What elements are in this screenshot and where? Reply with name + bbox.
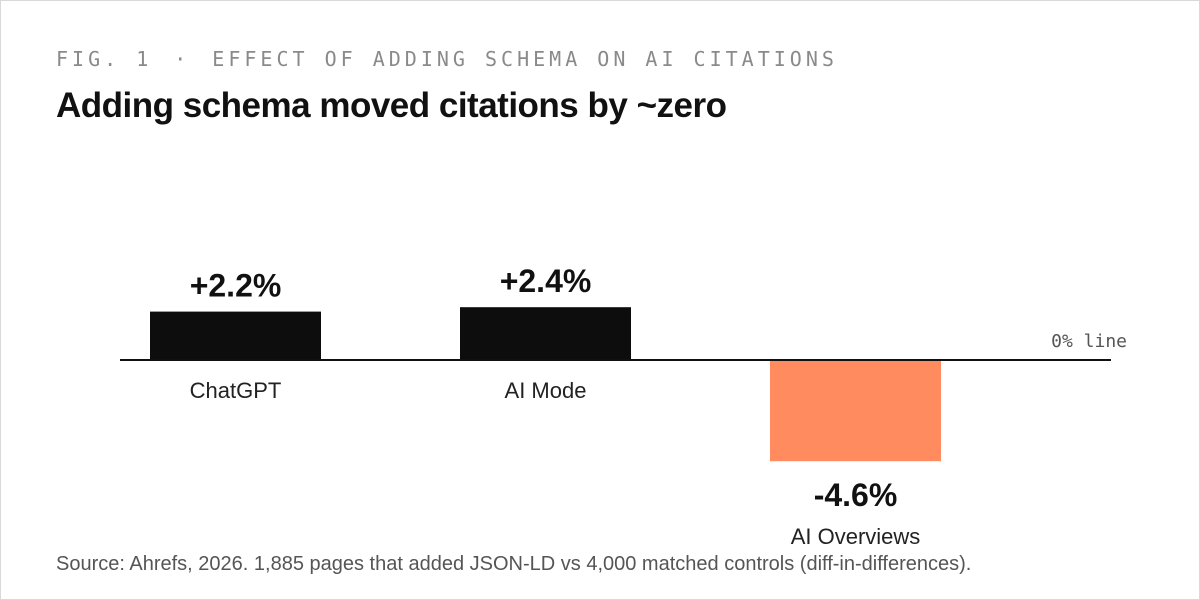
bar-0 [150,311,321,360]
category-label-2: AI Overviews [791,524,921,549]
chart-title: Adding schema moved citations by ~zero [56,86,727,125]
bar-2 [770,360,941,462]
bar-1 [460,307,631,360]
category-label-0: ChatGPT [190,378,282,403]
data-label-0: +2.2% [190,268,282,304]
figure-caption: EFFECT OF ADDING SCHEMA ON AI CITATIONS [212,47,838,71]
source-note: Source: Ahrefs, 2026. 1,885 pages that a… [56,553,972,575]
figure-eyebrow: FIG. 1 · EFFECT OF ADDING SCHEMA ON AI CIT… [56,47,838,71]
category-label-1: AI Mode [505,378,587,403]
eyebrow-separator: · [174,47,191,71]
data-label-1: +2.4% [500,263,592,299]
figure-number: FIG. 1 [56,47,153,71]
zero-line-label: 0% line [1051,331,1127,352]
data-label-2: -4.6% [814,477,898,513]
